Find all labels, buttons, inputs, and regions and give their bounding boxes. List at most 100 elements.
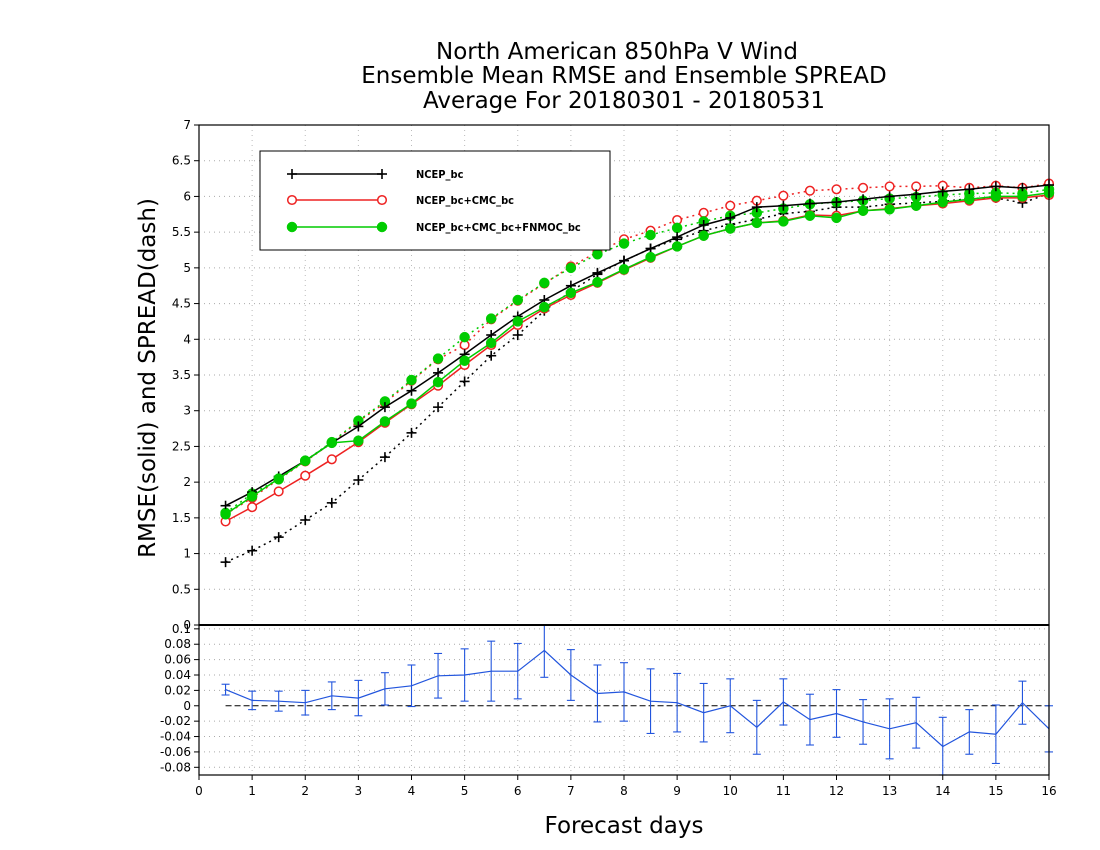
dot-marker bbox=[751, 217, 763, 229]
x-tick-label: 2 bbox=[301, 784, 309, 798]
y-tick-label: 6.5 bbox=[172, 154, 191, 168]
dot-marker bbox=[220, 509, 231, 520]
circle-marker bbox=[286, 194, 298, 206]
dot-marker bbox=[671, 241, 683, 252]
y2-tick-label: 0 bbox=[183, 699, 191, 713]
error-bar bbox=[673, 672, 682, 733]
dot-marker bbox=[379, 416, 391, 427]
dot-marker bbox=[565, 287, 577, 299]
plus-marker bbox=[353, 421, 364, 432]
plus-marker bbox=[937, 186, 948, 197]
error-bar bbox=[380, 672, 389, 706]
chart-title-line-2: Ensemble Mean RMSE and Ensemble SPREAD bbox=[361, 63, 886, 89]
dot-marker bbox=[937, 196, 948, 208]
plus-marker bbox=[459, 376, 470, 387]
legend-item-fnmoc: NCEP_bc+CMC_bc+FNMOC_bc bbox=[286, 221, 581, 234]
plus-marker bbox=[778, 200, 789, 211]
y2-tick-label: 0.06 bbox=[164, 653, 191, 667]
legend-label-cmc: NCEP_bc+CMC_bc bbox=[416, 194, 514, 207]
error-bar bbox=[938, 716, 947, 776]
dot-marker bbox=[432, 353, 444, 364]
y-tick-label: 5.5 bbox=[172, 225, 191, 239]
dot-marker bbox=[804, 210, 816, 221]
x-tick-label: 10 bbox=[723, 784, 738, 798]
legend-label-ncep: NCEP_bc bbox=[416, 168, 464, 181]
circle-marker bbox=[831, 184, 842, 195]
y-tick-label: 5 bbox=[183, 261, 191, 275]
x-tick-label: 11 bbox=[776, 784, 791, 798]
y-tick-label: 1.5 bbox=[172, 511, 191, 525]
plus-marker bbox=[804, 198, 815, 209]
dot-marker bbox=[671, 222, 683, 234]
error-bar bbox=[646, 668, 655, 735]
circle-marker bbox=[725, 200, 736, 211]
error-bar bbox=[859, 699, 868, 745]
dot-marker bbox=[539, 301, 550, 313]
y-tick-label: 0.5 bbox=[172, 582, 191, 596]
legend-label-fnmoc: NCEP_bc+CMC_bc+FNMOC_bc bbox=[416, 221, 581, 234]
plus-marker bbox=[379, 402, 390, 413]
x-tick-label: 16 bbox=[1041, 784, 1056, 798]
plus-marker bbox=[353, 475, 364, 485]
dot-marker bbox=[406, 374, 417, 386]
dot-marker bbox=[459, 331, 470, 343]
x-tick-label: 5 bbox=[461, 784, 469, 798]
plus-marker bbox=[911, 189, 922, 200]
dot-marker bbox=[618, 264, 630, 275]
plus-marker bbox=[512, 330, 523, 340]
plus-marker bbox=[751, 202, 762, 213]
circle-marker bbox=[247, 502, 258, 513]
plus-marker bbox=[858, 194, 869, 205]
x-tick-label: 12 bbox=[829, 784, 844, 798]
dot-marker bbox=[778, 216, 789, 227]
plus-marker bbox=[247, 545, 258, 556]
legend-item-cmc: NCEP_bc+CMC_bc bbox=[286, 194, 514, 207]
plus-marker bbox=[486, 350, 497, 361]
plus-marker bbox=[220, 557, 231, 568]
y-tick-label: 6 bbox=[183, 189, 191, 203]
plus-marker bbox=[831, 197, 842, 208]
dot-marker bbox=[1017, 191, 1028, 202]
plus-marker bbox=[406, 385, 417, 396]
legend-item-ncep: NCEP_bc bbox=[287, 168, 464, 181]
rmse-spread-panel: 0 0.5 1 1.5 2 2.5 3 3.5 4 4.5 5 5.5 6 6.5 7 bbox=[172, 118, 1055, 632]
error-bar bbox=[752, 699, 761, 755]
error-bar bbox=[460, 648, 469, 702]
dot-marker bbox=[406, 398, 417, 409]
error-bar bbox=[885, 698, 894, 760]
error-bar bbox=[327, 681, 336, 711]
error-bar bbox=[593, 664, 602, 723]
y-tick-label: 4.5 bbox=[172, 297, 191, 311]
error-bar bbox=[965, 709, 974, 755]
y-tick-label: 7 bbox=[183, 118, 191, 132]
circle-marker bbox=[376, 194, 388, 206]
error-bar bbox=[699, 682, 708, 743]
plus-marker bbox=[300, 515, 311, 525]
plus-marker bbox=[273, 532, 284, 543]
plus-marker bbox=[377, 169, 387, 179]
dot-marker bbox=[286, 221, 298, 233]
circle-marker bbox=[778, 190, 789, 201]
dot-marker bbox=[459, 355, 470, 366]
dot-marker bbox=[539, 277, 550, 289]
x-tick-label: 15 bbox=[988, 784, 1003, 798]
y2-tick-label: 0.04 bbox=[164, 668, 191, 682]
error-bar bbox=[991, 704, 1000, 765]
plus-marker bbox=[725, 212, 736, 223]
plus-marker bbox=[326, 497, 337, 508]
dot-marker bbox=[964, 194, 975, 205]
y2-tick-label: -0.04 bbox=[160, 730, 191, 744]
difference-line bbox=[225, 649, 1050, 748]
dot-marker bbox=[512, 316, 523, 327]
dot-marker bbox=[910, 200, 922, 211]
x-tick-label: 0 bbox=[195, 784, 203, 798]
error-bar bbox=[620, 662, 628, 722]
plus-marker bbox=[964, 184, 975, 195]
error-bar bbox=[487, 640, 496, 702]
x-tick-label: 9 bbox=[673, 784, 681, 798]
x-tick-label: 3 bbox=[355, 784, 363, 798]
series-fnmoc-rmse bbox=[220, 187, 1055, 520]
error-bar bbox=[301, 689, 310, 716]
error-bar bbox=[434, 652, 443, 699]
